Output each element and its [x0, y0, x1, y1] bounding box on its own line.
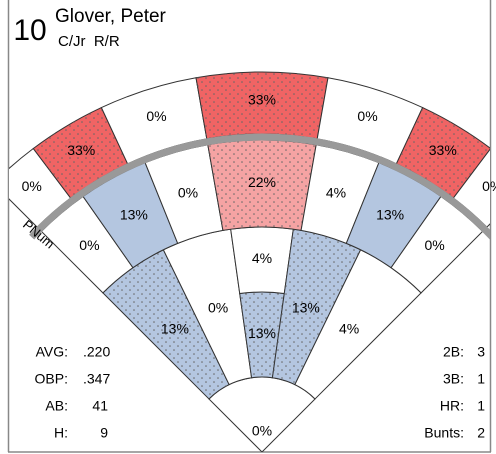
zone-dots [196, 71, 328, 139]
zone-dots [207, 140, 317, 231]
stat-name: 3B: [443, 371, 464, 387]
fence-arc [29, 133, 490, 240]
zone-label: 33% [248, 92, 276, 108]
player-position: C/Jr R/R [58, 33, 120, 50]
zone-dots [239, 292, 285, 378]
zone-dots [272, 229, 361, 385]
player-number: 10 [13, 14, 46, 47]
zone-label: 13% [120, 207, 148, 223]
zone-label: 13% [292, 299, 320, 315]
zone-label: 4% [339, 321, 359, 337]
stat-value: 3 [477, 344, 485, 360]
zone-label: 0% [79, 237, 99, 253]
stat-value: 1 [477, 398, 485, 414]
stat-name: OBP: [35, 371, 68, 387]
zone-label: 33% [67, 142, 95, 158]
zone-label: 0% [357, 108, 377, 124]
stat-value: 2 [477, 425, 485, 441]
stat-name: Bunts: [424, 425, 464, 441]
stat-name: H: [54, 425, 68, 441]
zone-label: 22% [248, 174, 276, 190]
zone-label: 0% [22, 178, 42, 194]
stat-value: .347 [83, 371, 110, 387]
zone-dots [102, 249, 230, 399]
zone-label: 4% [252, 250, 272, 266]
zone-label: 13% [376, 207, 404, 223]
stat-value: .220 [83, 344, 110, 360]
zone-label: 0% [178, 185, 198, 201]
zone-label: 13% [248, 325, 276, 341]
player-name: Glover, Peter [55, 6, 167, 27]
stat-value: 41 [92, 398, 108, 414]
zone-label: 4% [326, 185, 346, 201]
stat-name: AB: [45, 398, 68, 414]
zone-label: 0% [424, 237, 444, 253]
zone-label: 33% [429, 142, 457, 158]
zone-label: 0% [482, 178, 496, 194]
stat-value: 1 [477, 371, 485, 387]
field [9, 71, 490, 452]
zone-label: 0% [146, 108, 166, 124]
zone-label: 13% [161, 321, 189, 337]
zone-label: 0% [252, 423, 272, 439]
zone [208, 376, 316, 452]
stat-name: HR: [440, 398, 464, 414]
zone-label: 0% [208, 299, 228, 315]
stat-value: 9 [100, 425, 108, 441]
stat-name: AVG: [36, 344, 68, 360]
stat-name: 2B: [443, 344, 464, 360]
